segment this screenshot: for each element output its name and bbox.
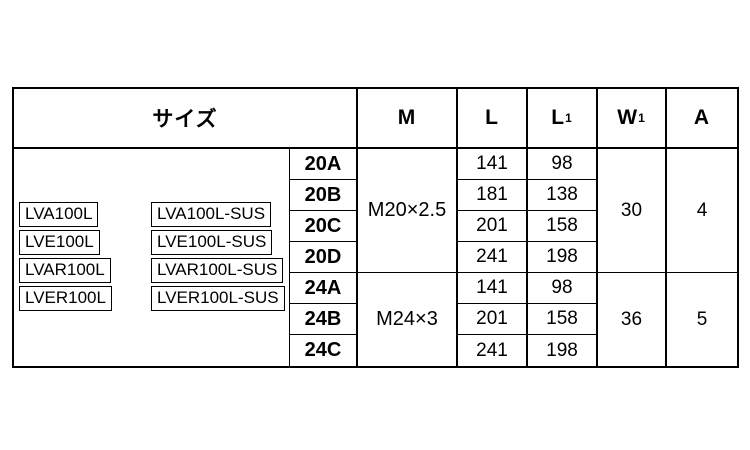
product-label-sus: LVAR100L-SUS: [151, 258, 284, 283]
thread-size-cell-m24: M24×3: [358, 273, 458, 366]
size-code-cell: 20C: [290, 211, 358, 242]
l1-value-cell: 198: [528, 242, 598, 273]
l1-value-cell: 198: [528, 335, 598, 366]
l1-value-cell: 98: [528, 273, 598, 304]
size-code-cell: 24C: [290, 335, 358, 366]
thread-size-cell-m20: M20×2.5: [358, 149, 458, 273]
l1-value-cell: 98: [528, 149, 598, 180]
size-code-cell: 24B: [290, 304, 358, 335]
size-code-cell: 20B: [290, 180, 358, 211]
product-label: LVE100L: [19, 230, 100, 255]
product-label-sus: LVA100L-SUS: [151, 202, 272, 227]
l-value-cell: 181: [458, 180, 528, 211]
size-code-cell: 20D: [290, 242, 358, 273]
a-value-cell: 4: [667, 149, 737, 273]
l1-value-cell: 138: [528, 180, 598, 211]
product-label: LVER100L: [19, 286, 112, 311]
size-code-cell: 20A: [290, 149, 358, 180]
l-value-cell: 141: [458, 273, 528, 304]
l-value-cell: 141: [458, 149, 528, 180]
column-header-m: M: [358, 89, 458, 149]
l1-value-cell: 158: [528, 304, 598, 335]
product-label-sus: LVE100L-SUS: [151, 230, 273, 255]
l1-value-cell: 158: [528, 211, 598, 242]
column-header-size: サイズ: [14, 89, 358, 149]
l-value-cell: 201: [458, 304, 528, 335]
w1-value-cell: 30: [598, 149, 667, 273]
l1-base: L: [551, 106, 566, 129]
w1-base: W: [617, 106, 639, 129]
product-label: LVA100L: [19, 202, 99, 227]
product-label-sus: LVER100L-SUS: [151, 286, 285, 311]
l-value-cell: 241: [458, 242, 528, 273]
l-value-cell: 241: [458, 335, 528, 366]
w1-value-cell: 36: [598, 273, 667, 366]
size-code-cell: 24A: [290, 273, 358, 304]
column-header-a: A: [667, 89, 737, 149]
l-value-cell: 201: [458, 211, 528, 242]
product-codes-cell: LVA100L LVE100L LVAR100L LVER100L LVA100…: [14, 149, 290, 366]
column-header-l: L: [458, 89, 528, 149]
a-value-cell: 5: [696, 308, 708, 330]
product-label: LVAR100L: [19, 258, 111, 283]
